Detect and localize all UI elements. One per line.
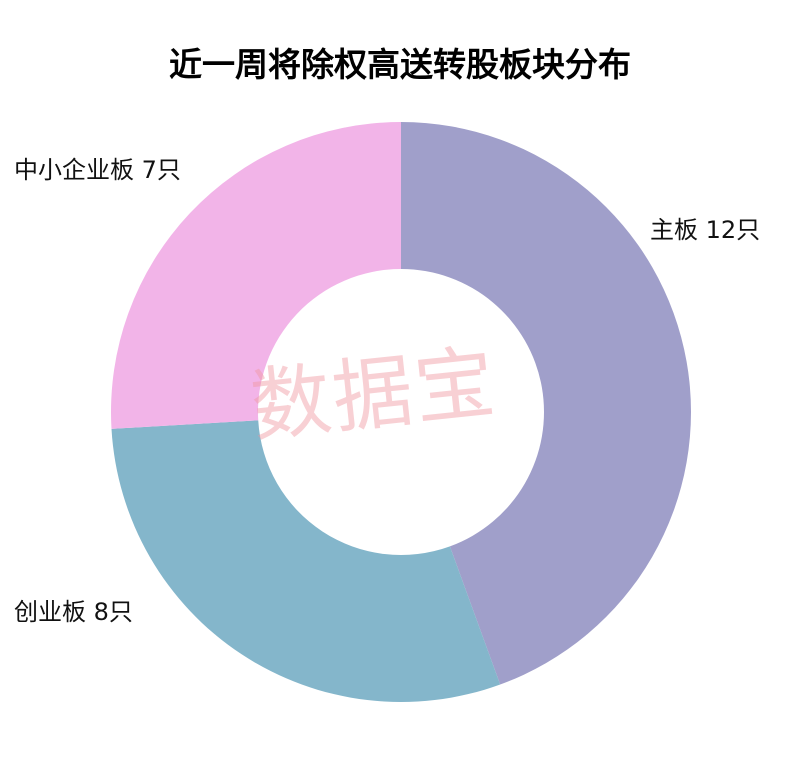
data-label-main-board: 主板 12只 — [650, 216, 761, 244]
slice-main-board — [401, 122, 691, 685]
data-label-chinext: 创业板 8只 — [14, 598, 133, 626]
data-label-sme-board: 中小企业板 7只 — [14, 156, 181, 184]
chart-title: 近一周将除权高送转股板块分布 — [169, 45, 631, 84]
slice-sme-board — [111, 122, 401, 429]
slice-chinext — [111, 420, 501, 702]
